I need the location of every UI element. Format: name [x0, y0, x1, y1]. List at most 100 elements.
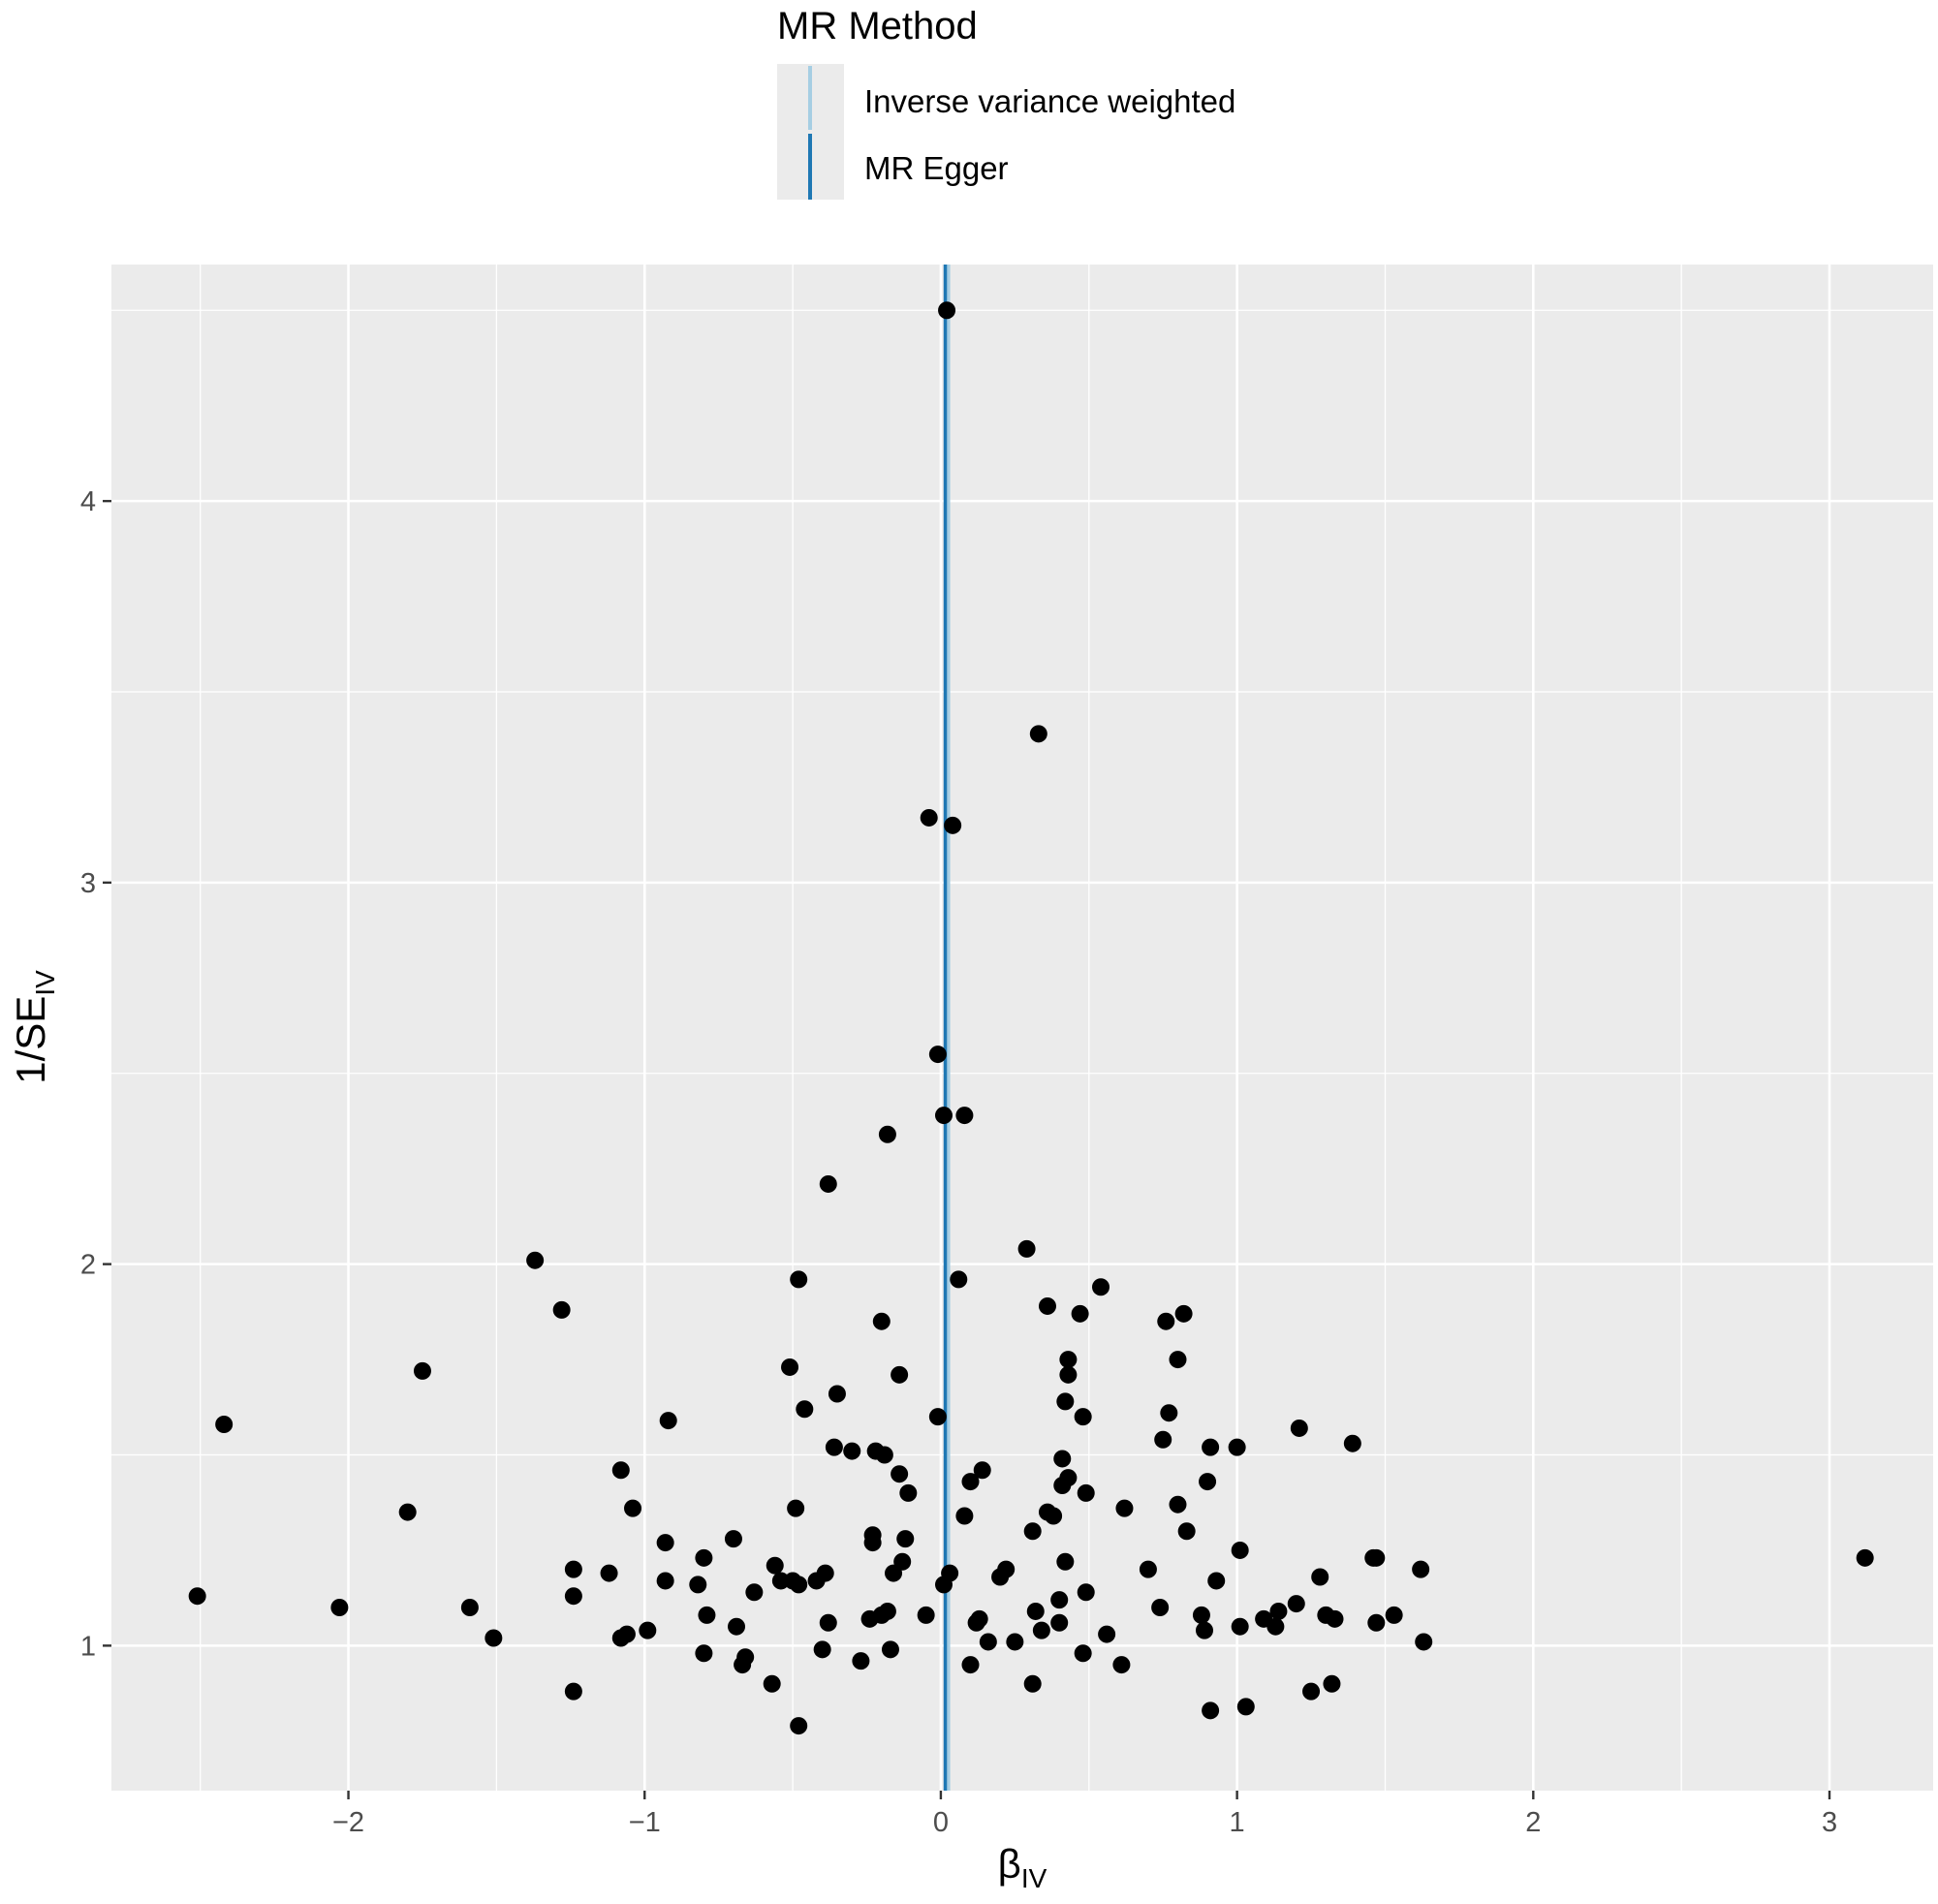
data-point	[781, 1358, 799, 1376]
x-tick-label: 2	[1525, 1807, 1541, 1838]
data-point	[790, 1717, 808, 1735]
data-point	[1056, 1392, 1075, 1411]
data-point	[891, 1465, 909, 1483]
data-point	[955, 1107, 974, 1125]
data-point	[330, 1599, 349, 1616]
data-point	[1207, 1572, 1226, 1590]
legend: MR Method Inverse variance weighted MR E…	[777, 5, 1235, 200]
data-point	[1139, 1560, 1157, 1578]
data-point	[659, 1412, 677, 1430]
data-point	[413, 1361, 431, 1380]
data-point	[734, 1656, 752, 1674]
data-point	[1290, 1419, 1308, 1437]
data-point	[1311, 1568, 1329, 1586]
data-point	[819, 1174, 837, 1193]
x-tick-label: 1	[1230, 1807, 1245, 1838]
data-point	[689, 1576, 707, 1594]
data-point	[807, 1572, 826, 1590]
data-point	[1074, 1408, 1092, 1426]
data-point	[1236, 1698, 1255, 1716]
data-point	[1160, 1404, 1178, 1422]
data-point	[695, 1644, 713, 1663]
data-point	[1287, 1595, 1305, 1613]
data-point	[878, 1125, 896, 1143]
data-point	[1006, 1633, 1024, 1651]
x-tick-label: −2	[332, 1807, 364, 1838]
data-point	[928, 1046, 947, 1064]
y-tick-label: 2	[80, 1250, 96, 1281]
axis-tick-labels: −2 −1 0 1 2 3 1 2 3 4	[80, 486, 1837, 1838]
data-point	[1023, 1522, 1042, 1541]
data-point	[656, 1534, 674, 1552]
data-point	[813, 1640, 831, 1659]
x-tick-label: 3	[1822, 1807, 1837, 1838]
data-point	[1169, 1351, 1187, 1369]
data-point	[728, 1617, 746, 1636]
data-point	[188, 1587, 206, 1606]
data-point	[564, 1560, 582, 1578]
data-point	[881, 1640, 899, 1659]
y-axis-title: 1/SEIV	[8, 970, 60, 1084]
data-point	[1199, 1473, 1217, 1491]
data-point	[796, 1400, 814, 1419]
data-point	[639, 1621, 657, 1639]
data-point	[1326, 1609, 1344, 1628]
data-point	[787, 1499, 805, 1517]
data-point	[934, 1107, 953, 1125]
data-point	[790, 1270, 808, 1289]
data-point	[1059, 1365, 1078, 1384]
data-point	[1115, 1499, 1134, 1517]
data-point	[1856, 1548, 1874, 1567]
data-point	[1053, 1477, 1072, 1494]
y-tick-label: 1	[80, 1631, 96, 1662]
data-point	[1151, 1599, 1170, 1616]
data-point	[766, 1556, 784, 1575]
data-point	[1038, 1296, 1056, 1315]
data-point	[1228, 1438, 1246, 1456]
data-point	[891, 1365, 909, 1384]
y-tick-label: 4	[80, 486, 96, 517]
data-point	[1269, 1602, 1288, 1620]
data-point	[1412, 1560, 1430, 1578]
data-point	[624, 1499, 642, 1517]
data-point	[1023, 1674, 1042, 1693]
data-point	[1202, 1701, 1220, 1720]
data-point	[460, 1599, 479, 1616]
data-point	[899, 1483, 918, 1502]
data-point	[961, 1473, 980, 1491]
data-point	[928, 1408, 947, 1426]
data-point	[920, 808, 938, 827]
data-point	[611, 1629, 630, 1647]
data-point	[1092, 1278, 1110, 1296]
data-point	[484, 1629, 503, 1647]
data-point	[863, 1534, 882, 1552]
data-point	[398, 1503, 417, 1521]
data-point	[1202, 1438, 1220, 1456]
data-point	[973, 1461, 991, 1480]
data-point	[875, 1446, 893, 1464]
data-point	[1071, 1304, 1089, 1323]
data-point	[979, 1633, 997, 1651]
data-point	[1077, 1483, 1095, 1502]
data-point	[1266, 1617, 1285, 1636]
legend-title: MR Method	[777, 5, 978, 47]
axis-ticks	[103, 499, 1831, 1799]
data-point	[860, 1609, 879, 1628]
x-tick-label: 0	[933, 1807, 949, 1838]
data-point	[1056, 1552, 1075, 1571]
data-point	[745, 1583, 764, 1602]
data-point	[1169, 1495, 1187, 1514]
data-point	[828, 1385, 846, 1403]
data-point	[1323, 1674, 1341, 1693]
data-point	[1302, 1682, 1321, 1701]
data-point	[1367, 1613, 1386, 1632]
data-point	[955, 1507, 974, 1525]
minor-gridlines	[111, 265, 1933, 1791]
data-point	[917, 1606, 935, 1624]
y-tick-label: 3	[80, 868, 96, 899]
data-point	[526, 1251, 545, 1269]
data-point	[944, 816, 962, 834]
legend-label-ivw: Inverse variance weighted	[864, 83, 1235, 119]
data-point	[1050, 1591, 1069, 1609]
